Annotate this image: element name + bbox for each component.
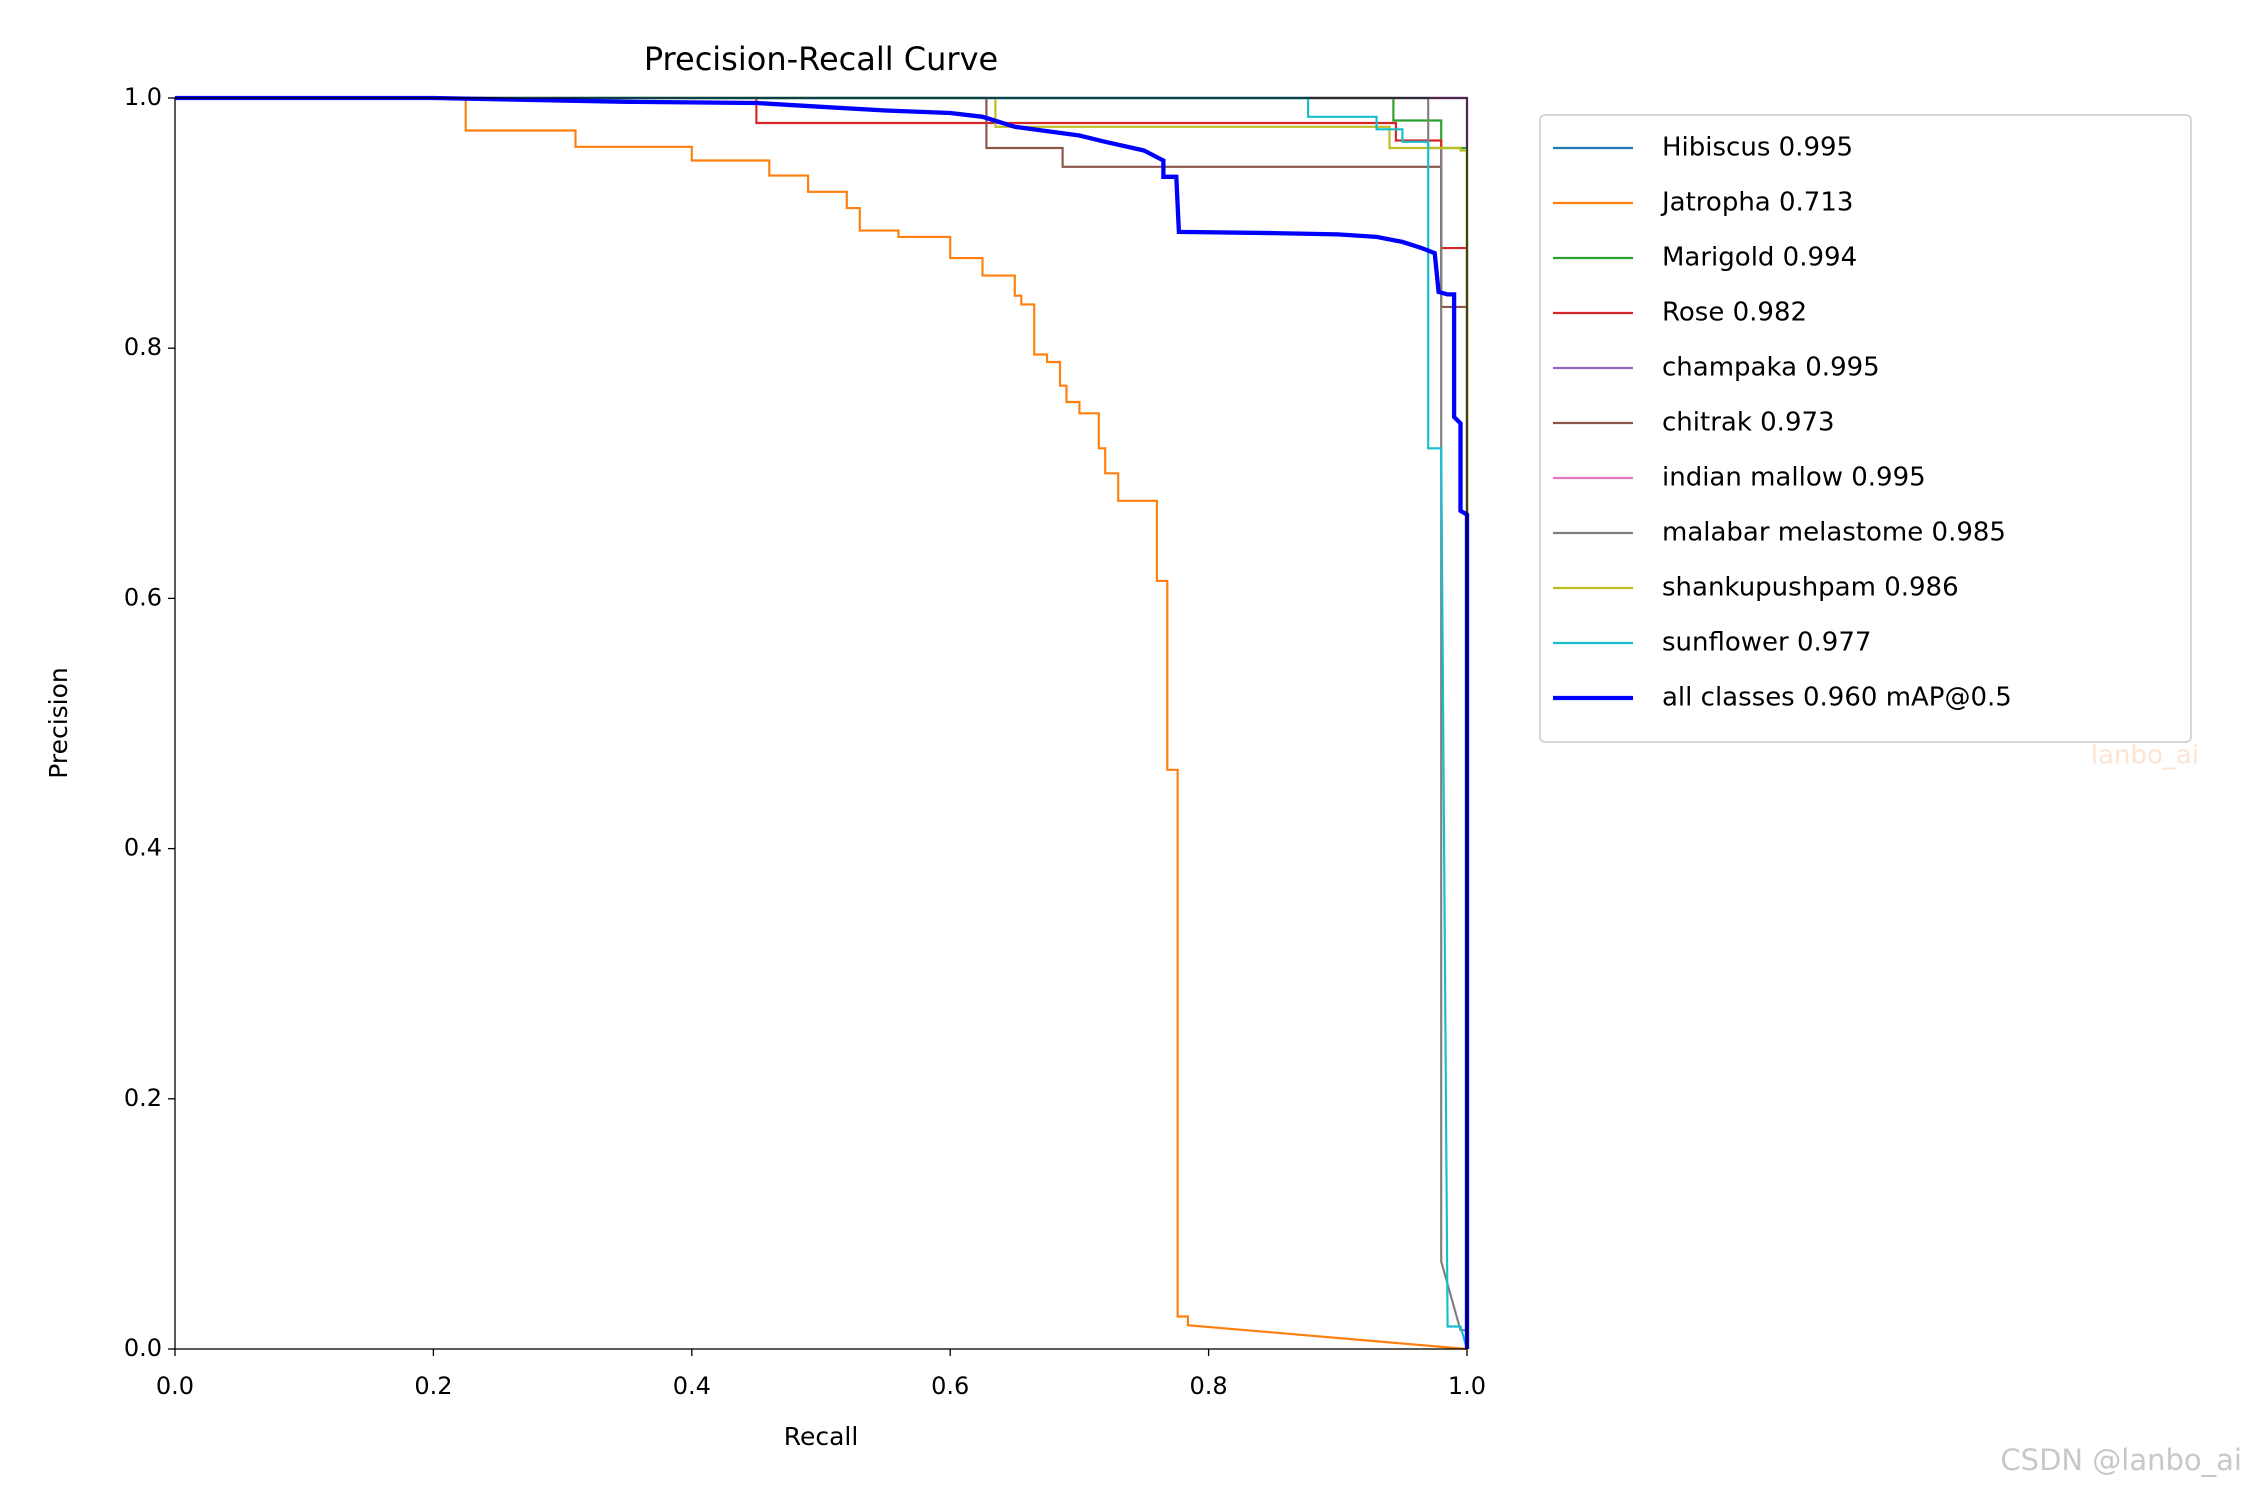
legend-label: Hibiscus 0.995 xyxy=(1662,133,1853,163)
y-tick-label: 0.8 xyxy=(124,333,162,361)
legend-frame xyxy=(1539,114,2192,743)
series-line xyxy=(175,96,1469,1349)
legend-label: champaka 0.995 xyxy=(1662,353,1880,383)
series-line xyxy=(175,96,1469,511)
x-tick-label: 0.4 xyxy=(673,1372,711,1400)
y-axis-label: Precision xyxy=(44,667,73,779)
legend-label: Marigold 0.994 xyxy=(1662,243,1857,273)
y-tick-label: 0.0 xyxy=(124,1334,162,1362)
x-tick-label: 0.0 xyxy=(156,1372,194,1400)
series-line xyxy=(175,96,1468,1351)
series-line xyxy=(175,96,1469,1349)
legend-label: indian mallow 0.995 xyxy=(1662,463,1926,493)
y-tick-label: 0.6 xyxy=(124,583,162,611)
x-axis-label: Recall xyxy=(784,1422,859,1451)
y-tick-label: 1.0 xyxy=(124,83,162,111)
legend-label: Jatropha 0.713 xyxy=(1660,188,1853,218)
x-tick-label: 0.2 xyxy=(414,1372,452,1400)
legend-label: Rose 0.982 xyxy=(1662,298,1807,328)
legend-label: malabar melastome 0.985 xyxy=(1662,518,2006,548)
legend-label: shankupushpam 0.986 xyxy=(1662,573,1959,603)
x-tick-label: 0.8 xyxy=(1190,1372,1228,1400)
watermark: CSDN @lanbo_ai xyxy=(2000,1443,2242,1477)
series-line xyxy=(175,96,1469,1349)
plot-frame xyxy=(174,97,1468,1350)
x-tick-label: 1.0 xyxy=(1448,1372,1486,1400)
series-line xyxy=(175,96,1467,1332)
y-tick-label: 0.4 xyxy=(124,834,162,862)
legend-label: sunflower 0.977 xyxy=(1662,628,1871,658)
series-line xyxy=(175,95,1470,1349)
series-line xyxy=(175,96,1469,1349)
y-tick-label: 0.2 xyxy=(124,1084,162,1112)
x-tick-label: 0.6 xyxy=(931,1372,969,1400)
legend: Hibiscus 0.995 Jatropha 0.713 Marigold 0.9… xyxy=(1539,114,2192,743)
series-line xyxy=(175,96,1469,1349)
series-line xyxy=(175,96,1469,1350)
chart-title: Precision-Recall Curve xyxy=(644,40,998,78)
series-line xyxy=(175,96,1469,1349)
watermark: lanbo_ai xyxy=(2091,741,2199,771)
legend-label: chitrak 0.973 xyxy=(1662,408,1835,438)
legend-label: all classes 0.960 mAP@0.5 xyxy=(1662,683,2012,713)
